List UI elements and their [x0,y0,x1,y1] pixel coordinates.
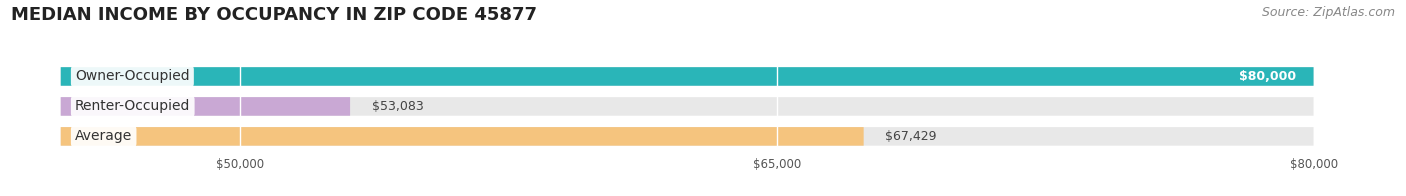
FancyBboxPatch shape [60,97,1313,116]
FancyBboxPatch shape [60,67,1313,86]
Text: MEDIAN INCOME BY OCCUPANCY IN ZIP CODE 45877: MEDIAN INCOME BY OCCUPANCY IN ZIP CODE 4… [11,6,537,24]
FancyBboxPatch shape [60,127,1313,146]
FancyBboxPatch shape [60,97,350,116]
Text: Source: ZipAtlas.com: Source: ZipAtlas.com [1261,6,1395,19]
FancyBboxPatch shape [60,127,863,146]
Text: Owner-Occupied: Owner-Occupied [75,69,190,83]
Text: Renter-Occupied: Renter-Occupied [75,99,190,113]
FancyBboxPatch shape [60,67,1313,86]
Text: Average: Average [75,129,132,143]
Text: $53,083: $53,083 [371,100,423,113]
Text: $80,000: $80,000 [1239,70,1296,83]
Text: $67,429: $67,429 [886,130,936,143]
